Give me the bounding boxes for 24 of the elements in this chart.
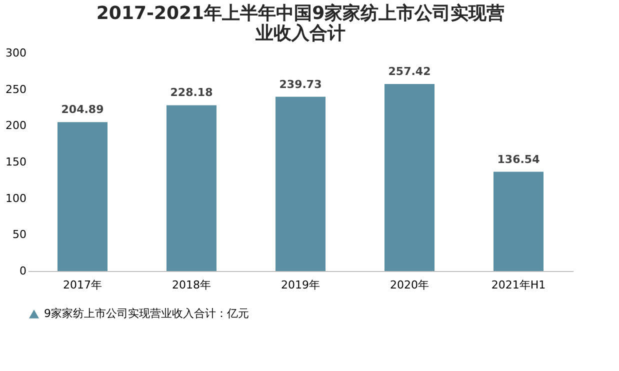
x-tick-label: 2019年	[281, 278, 320, 292]
y-tick-label: 0	[20, 264, 26, 278]
bar	[166, 105, 216, 271]
bar	[494, 172, 544, 271]
bar	[58, 122, 108, 271]
data-label: 204.89	[61, 103, 104, 116]
y-tick-label: 300	[6, 46, 26, 60]
chart-title: 2017-2021年上半年中国9家家纺上市公司实现营业收入合计	[96, 3, 505, 44]
y-tick-label: 50	[12, 228, 26, 242]
y-tick-label: 250	[6, 82, 26, 96]
data-label: 239.73	[279, 78, 322, 91]
data-label: 257.42	[388, 64, 431, 78]
y-tick-label: 150	[6, 156, 26, 168]
x-tick-label: 2021年H1	[491, 278, 546, 292]
bar	[384, 84, 434, 271]
y-tick-label: 200	[6, 119, 26, 132]
data-label: 136.54	[497, 152, 540, 166]
x-tick-label: 2020年	[390, 278, 429, 292]
data-label: 228.18	[170, 86, 213, 100]
x-tick-label: 2017年	[63, 278, 102, 292]
y-tick-label: 100	[6, 192, 26, 205]
legend-label: 9家家纺上市公司实现营业收入合计：亿元	[44, 307, 249, 320]
bar	[276, 96, 326, 271]
x-tick-label: 2018年	[172, 278, 211, 292]
